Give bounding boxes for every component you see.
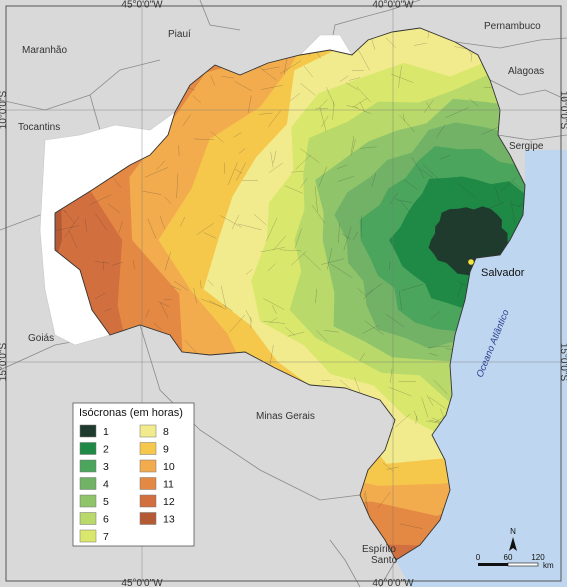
legend-label-8: 8 — [163, 426, 169, 438]
legend-label-11: 11 — [163, 479, 174, 491]
north-arrow-icon — [509, 537, 517, 551]
label-sergipe: Sergipe — [509, 141, 544, 152]
legend-label-9: 9 — [163, 444, 169, 456]
legend-label-12: 12 — [163, 496, 175, 508]
legend-label-7: 7 — [103, 531, 109, 543]
coord-top-right: 40°0'0"W — [372, 0, 414, 11]
coord-right-lower: 15°0'0"S — [558, 343, 567, 382]
north-label: N — [510, 527, 516, 536]
coord-top-left: 45°0'0"W — [121, 0, 163, 11]
coord-left-lower: 15°0'0"S — [0, 342, 9, 381]
label-alagoas: Alagoas — [508, 66, 544, 77]
legend-label-3: 3 — [103, 461, 109, 473]
legend-swatch-9 — [139, 442, 157, 455]
coord-bottom-left: 45°0'0"W — [121, 578, 163, 587]
legend-swatch-4 — [79, 477, 97, 490]
legend-swatch-5 — [79, 494, 97, 508]
scale-bar: 0 60 120 km — [476, 553, 554, 570]
coord-bottom-right: 40°0'0"W — [372, 578, 414, 587]
salvador-marker — [467, 258, 475, 266]
scale-tick-120: 120 — [531, 553, 545, 562]
label-espirito-santo-1: Espírito — [362, 544, 396, 555]
legend-swatch-2 — [79, 442, 97, 455]
legend-swatch-10 — [139, 459, 157, 473]
legend-swatch-8 — [139, 424, 157, 438]
legend-swatch-3 — [79, 459, 97, 473]
graticule — [6, 6, 561, 581]
legend-label-6: 6 — [103, 514, 109, 526]
legend-swatch-1 — [79, 424, 97, 438]
label-goias: Goiás — [28, 333, 54, 344]
legend-label-5: 5 — [103, 496, 109, 508]
label-minas-gerais: Minas Gerais — [256, 411, 315, 422]
coord-left-upper: 10°0'0"S — [0, 90, 9, 129]
label-pernambuco: Pernambuco — [484, 21, 541, 32]
ocean-area — [396, 150, 567, 587]
legend-label-2: 2 — [103, 444, 109, 456]
legend-title: Isócronas (em horas) — [79, 407, 183, 419]
legend-label-10: 10 — [163, 461, 175, 473]
label-salvador: Salvador — [481, 267, 525, 279]
label-maranhao: Maranhão — [22, 45, 67, 56]
legend-swatch-11 — [139, 477, 157, 490]
legend-swatch-6 — [79, 512, 97, 525]
label-piaui: Piauí — [168, 29, 191, 40]
legend-swatch-12 — [139, 494, 157, 508]
label-espirito-santo-2: Santo — [371, 555, 398, 566]
legend-swatch-7 — [79, 529, 97, 543]
scale-bar-white — [507, 562, 539, 567]
map-frame — [5, 5, 562, 582]
legend-label-1: 1 — [103, 426, 109, 438]
north-arrow: N — [509, 527, 517, 551]
scale-tick-60: 60 — [504, 553, 513, 562]
label-tocantins: Tocantins — [18, 122, 60, 133]
scale-bar-black — [478, 563, 508, 566]
legend-label-13: 13 — [163, 514, 175, 526]
scale-tick-0: 0 — [476, 553, 481, 562]
scale-unit: km — [543, 561, 554, 570]
legend-label-4: 4 — [103, 479, 109, 491]
legend-swatch-13 — [139, 512, 157, 525]
coord-right-upper: 10°0'0"S — [558, 91, 567, 130]
